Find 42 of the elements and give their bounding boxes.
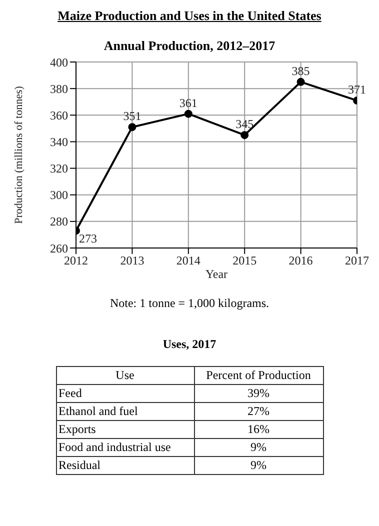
point: [296, 78, 305, 86]
text: Use: [56, 366, 194, 384]
data-label: 9%: [194, 438, 323, 456]
data-label: 39%: [194, 384, 323, 402]
category-label: Residual: [56, 456, 194, 474]
data-label: 27%: [194, 402, 323, 420]
data-label: 345: [236, 117, 254, 132]
x-tick-label: 2014: [176, 254, 200, 268]
chart-subtitle: Annual Production, 2012–2017: [102, 38, 276, 54]
point: [128, 123, 136, 132]
x-tick-label: 2016: [288, 254, 313, 268]
chart-title: Maize Production and Uses in the United States: [56, 8, 322, 24]
data-label: 273: [79, 232, 97, 246]
y-tick-label: 280: [50, 214, 68, 229]
category-label: Ethanol and fuel: [56, 402, 194, 420]
category-label: Feed: [56, 384, 194, 402]
y-tick-label: 380: [50, 82, 68, 96]
text: Percent of Production: [194, 366, 323, 384]
category-label: Food and industrial use: [56, 438, 194, 456]
x-tick-label: 2015: [232, 254, 257, 268]
data-label: 351: [123, 109, 142, 124]
y-tick-label: 360: [50, 108, 68, 122]
category-label: Exports: [56, 420, 194, 438]
text: Note: 1 tonne = 1,000 kilograms.: [108, 296, 270, 311]
y-tick-label: 260: [50, 241, 68, 256]
data-label: 16%: [194, 420, 323, 438]
data-label: 371: [348, 82, 366, 97]
x-tick-label: 2017: [345, 254, 369, 268]
point: [240, 131, 249, 140]
y-tick-label: 400: [50, 55, 68, 70]
y-tick-label: 340: [50, 134, 68, 149]
y-tick-label: 300: [50, 188, 68, 202]
x-tick-label: 2012: [64, 254, 88, 268]
x-tick-label: 2013: [120, 254, 144, 268]
y-axis-title: Production (millions of tonnes): [12, 86, 25, 224]
y-tick-label: 320: [50, 162, 68, 176]
data-label: 361: [179, 96, 198, 110]
data-label: 385: [292, 64, 310, 78]
data-label: 9%: [194, 456, 323, 474]
x-axis-title: Year: [205, 267, 228, 281]
point: [184, 110, 192, 118]
text: Uses, 2017: [162, 337, 218, 352]
